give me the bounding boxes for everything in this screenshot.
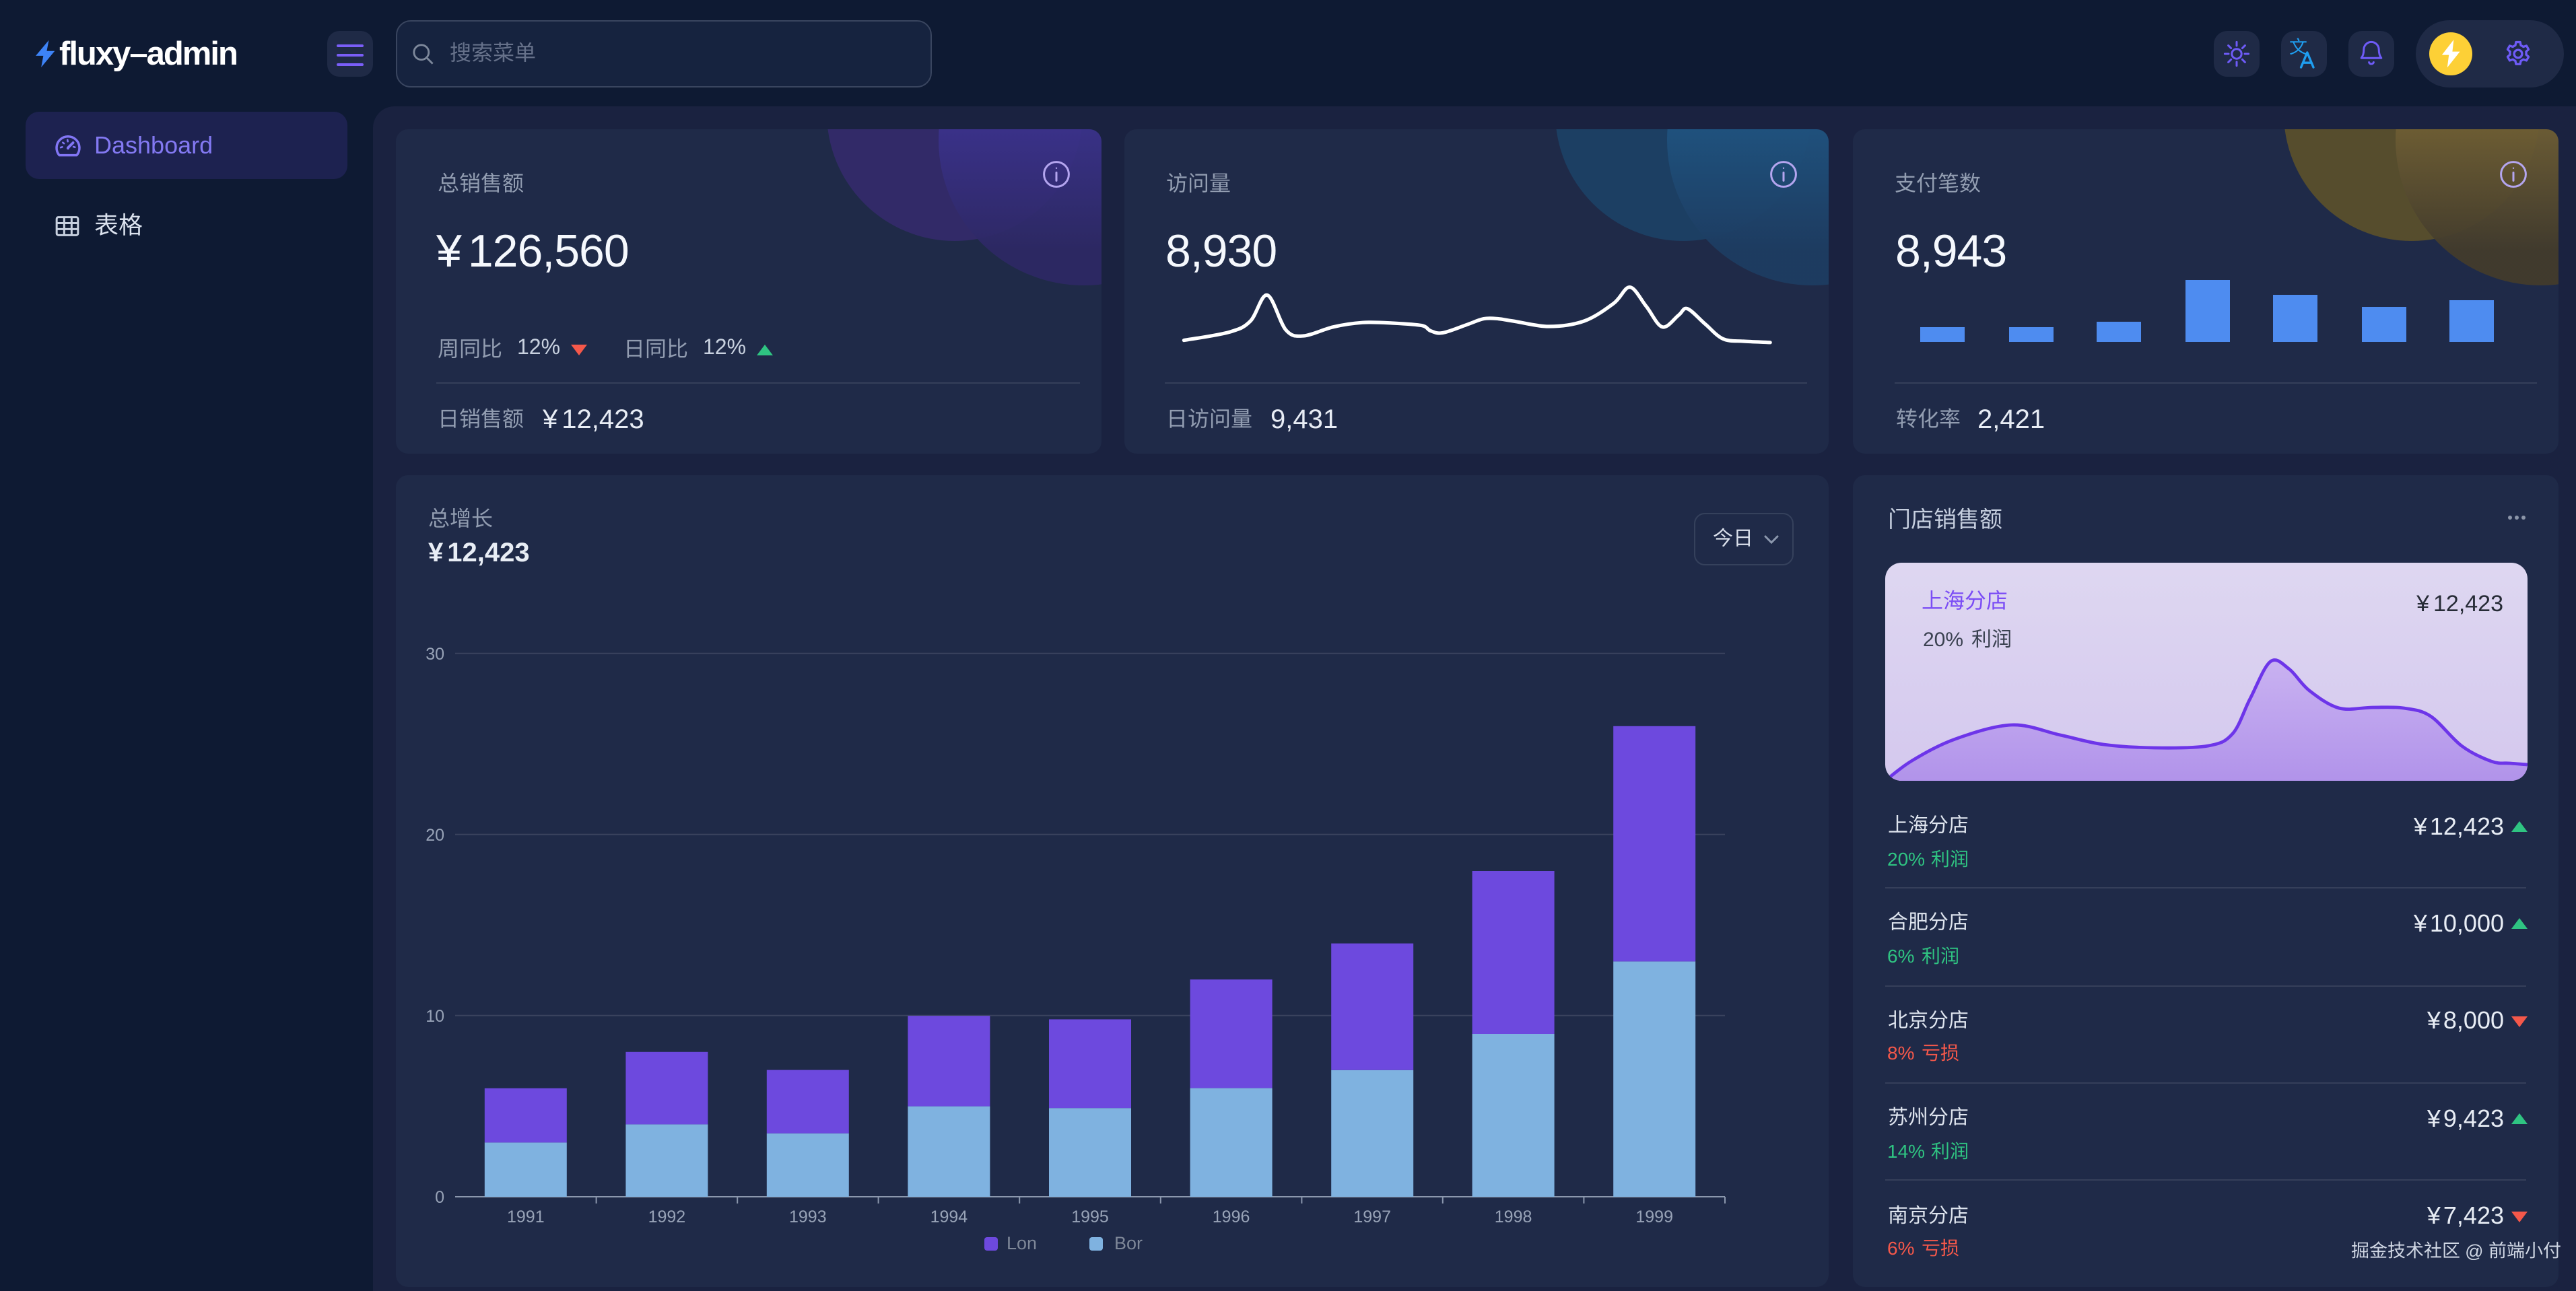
svg-text:1994: 1994 (930, 1208, 968, 1226)
svg-text:1995: 1995 (1071, 1208, 1109, 1226)
svg-text:20: 20 (426, 826, 444, 845)
svg-text:0: 0 (435, 1188, 444, 1207)
svg-text:1992: 1992 (648, 1208, 686, 1226)
svg-text:1996: 1996 (1213, 1208, 1250, 1226)
svg-text:1999: 1999 (1635, 1208, 1673, 1226)
svg-text:1997: 1997 (1353, 1208, 1391, 1226)
svg-text:1993: 1993 (789, 1208, 827, 1226)
svg-text:30: 30 (426, 645, 444, 664)
svg-text:1991: 1991 (507, 1208, 545, 1226)
svg-text:1998: 1998 (1495, 1208, 1532, 1226)
svg-text:10: 10 (426, 1007, 444, 1026)
